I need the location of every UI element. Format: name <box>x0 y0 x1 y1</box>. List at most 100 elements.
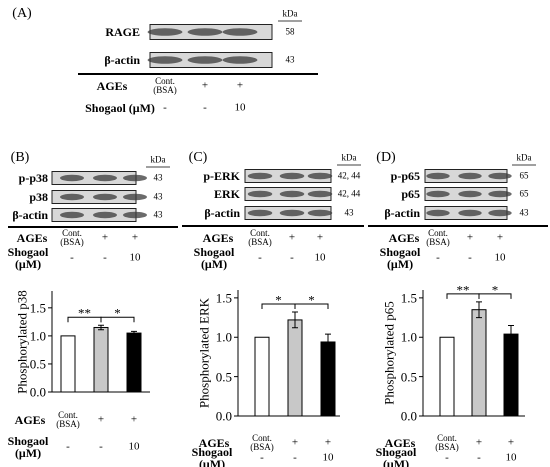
kda-value: 43 <box>153 172 163 183</box>
blot-label: β-actin <box>384 206 420 220</box>
x-tick-label: 10 <box>322 451 334 464</box>
blot-band <box>279 209 305 217</box>
treatment: 10 <box>234 101 246 114</box>
y-tick-label: 0.5 <box>400 369 417 385</box>
y-tick-label: 1.0 <box>215 329 232 345</box>
significance-label: * <box>114 305 121 321</box>
x-tick-label: Cont. (BSA) <box>250 433 274 452</box>
treatment: - <box>290 251 294 264</box>
significance-label: * <box>491 282 499 298</box>
treatment: 10 <box>494 251 506 264</box>
panel-label: (B) <box>10 150 30 165</box>
significance-bracket <box>294 303 329 310</box>
error-bar <box>292 311 298 329</box>
bar <box>471 309 487 417</box>
x-tick-label: - <box>445 451 449 464</box>
kda-header: kDa <box>341 152 357 163</box>
y-tick-label: 1.5 <box>29 300 46 316</box>
row-label: AGEs <box>384 436 416 450</box>
y-tick-label: 1.0 <box>29 328 46 344</box>
x-tick-label: - <box>477 451 481 464</box>
blot-band <box>488 172 512 180</box>
blot-label: RAGE <box>105 25 140 39</box>
error-bar <box>476 301 482 319</box>
row-label: Shogaol (μM) <box>7 245 49 271</box>
row-label: AGEs <box>16 231 48 245</box>
blot-band <box>426 209 450 217</box>
blot-band <box>123 174 147 182</box>
error-bar <box>325 333 331 351</box>
x-tick-label: Cont. (BSA) <box>435 433 459 452</box>
blot-label: β-actin <box>204 206 240 220</box>
treatment: - <box>70 251 74 264</box>
kda-value: 65 <box>519 170 529 181</box>
bar <box>126 332 142 393</box>
x-tick-label: - <box>66 440 70 453</box>
kda-value: 43 <box>153 209 163 220</box>
kda-value: 65 <box>519 188 529 199</box>
treatment: 10 <box>129 251 141 264</box>
blot-band <box>60 174 84 182</box>
blot-band <box>279 172 305 180</box>
blot-band <box>187 28 223 36</box>
blot-band <box>458 209 482 217</box>
treatment: - <box>163 101 167 114</box>
treatment: - <box>103 251 107 264</box>
treatment: Cont. (BSA) <box>426 228 450 247</box>
blot-band <box>93 211 117 219</box>
row-label: Shogaol (μM) <box>191 445 233 467</box>
blot-label: ERK <box>213 187 240 201</box>
blot-label: p65 <box>401 187 420 201</box>
significance-label: ** <box>78 305 91 321</box>
panel-label: (D) <box>376 150 396 165</box>
treatment: - <box>436 251 440 264</box>
blot-band <box>60 193 84 201</box>
treatment: + <box>496 231 504 244</box>
kda-value: 58 <box>285 26 295 37</box>
row-label: Shogaol (μM) <box>7 434 49 460</box>
kda-value: 43 <box>153 191 163 202</box>
blot-band <box>222 56 258 64</box>
x-tick-label: 10 <box>128 440 140 453</box>
row-label: AGEs <box>96 79 128 93</box>
treatment: + <box>201 79 209 92</box>
significance-bracket <box>100 316 135 323</box>
blot-band <box>307 209 333 217</box>
row-label: Shogaol (μM) <box>193 245 235 271</box>
significance-label: ** <box>456 282 470 298</box>
bar <box>439 336 455 417</box>
kda-header: kDa <box>516 152 532 163</box>
row-label: Shogaol (μM) <box>85 101 155 115</box>
x-tick-label: + <box>97 413 105 426</box>
blot-band <box>426 172 450 180</box>
panel-label: (A) <box>12 6 32 21</box>
significance-bracket <box>478 293 512 299</box>
kda-value: 43 <box>344 207 354 218</box>
row-label: Shogaol (μM) <box>379 245 421 271</box>
y-tick-label: 1.5 <box>215 290 232 306</box>
bar <box>93 326 109 393</box>
blot-band <box>458 190 482 198</box>
bar <box>320 341 336 417</box>
blot-band <box>93 193 117 201</box>
blot-band <box>247 190 273 198</box>
row-label: Shogaol (μM) <box>375 445 417 467</box>
treatment: Cont. (BSA) <box>153 76 177 95</box>
x-tick-label: + <box>475 436 483 449</box>
treatment: + <box>316 231 324 244</box>
blot-band <box>488 190 512 198</box>
kda-value: 42, 44 <box>337 188 361 199</box>
x-tick-label: - <box>99 440 103 453</box>
x-tick-label: + <box>291 436 299 449</box>
y-axis-label: Phosphorylated ERK <box>196 297 212 409</box>
x-tick-label: Cont. (BSA) <box>56 410 80 429</box>
panel-label: (C) <box>188 150 208 165</box>
blot-band <box>488 209 512 217</box>
treatment: - <box>468 251 472 264</box>
blot-band <box>147 56 183 64</box>
treatment: - <box>258 251 262 264</box>
blot-band <box>458 172 482 180</box>
blot-band <box>279 190 305 198</box>
bar <box>503 333 519 417</box>
treatment: + <box>131 231 139 244</box>
